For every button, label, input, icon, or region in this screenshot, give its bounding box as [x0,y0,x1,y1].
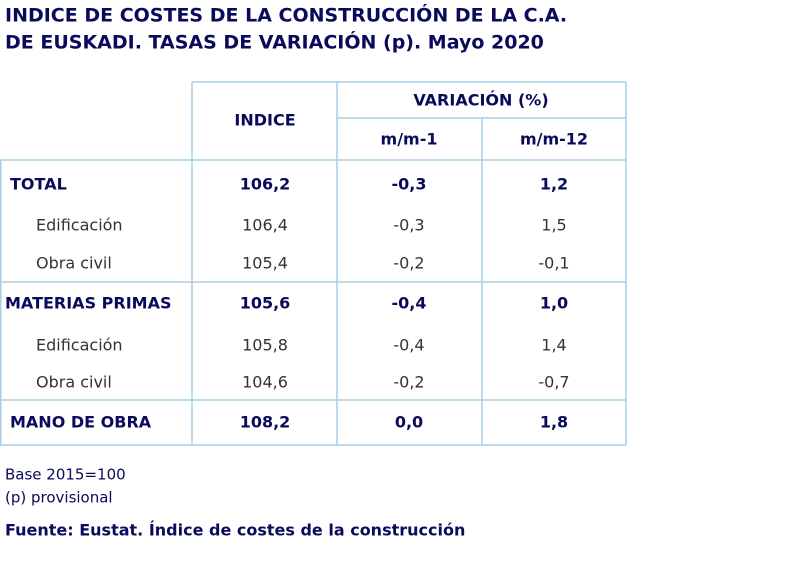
cell-value: -0,7 [538,373,569,392]
cell-value: -0,4 [392,294,427,313]
column-header: INDICE [234,111,295,130]
cell-value: 1,5 [541,216,566,235]
title-line: INDICE DE COSTES DE LA CONSTRUCCIÓN DE L… [5,3,567,27]
row-label: Obra civil [36,373,112,392]
table-grid [0,81,627,446]
note: (p) provisional [5,489,113,507]
cell-value: 105,6 [240,294,291,313]
cell-value: 105,4 [242,254,288,273]
cell-value: -0,2 [393,254,424,273]
row-label: MATERIAS PRIMAS [5,294,171,313]
column-header: m/m-1 [381,130,438,149]
cell-value: 1,0 [540,294,568,313]
cell-value: 0,0 [395,413,423,432]
cell-value: 108,2 [240,413,291,432]
cell-value: -0,3 [393,216,424,235]
table-body: TOTAL 106,2 -0,3 1,2 Edificación 106,4 -0,3 1,5… [5,175,570,432]
cell-value: -0,1 [538,254,569,273]
cell-value: -0,2 [393,373,424,392]
row-label: Edificación [36,336,123,355]
cell-value: -0,4 [393,336,424,355]
cell-value: -0,3 [392,175,427,194]
cell-value: 1,8 [540,413,568,432]
title-line: DE EUSKADI. TASAS DE VARIACIÓN (p). Mayo… [5,30,544,54]
cell-value: 1,2 [540,175,568,194]
cell-value: 106,2 [240,175,291,194]
cell-value: 104,6 [242,373,288,392]
source: Fuente: Eustat. Índice de costes de la c… [5,521,465,540]
cell-value: 1,4 [541,336,566,355]
cell-value: 105,8 [242,336,288,355]
note: Base 2015=100 [5,466,126,484]
cell-value: 106,4 [242,216,288,235]
column-header: VARIACIÓN (%) [413,91,548,110]
row-label: Edificación [36,216,123,235]
row-label: MANO DE OBRA [10,413,152,432]
row-label: Obra civil [36,254,112,273]
row-label: TOTAL [10,175,67,194]
column-header: m/m-12 [520,130,588,149]
